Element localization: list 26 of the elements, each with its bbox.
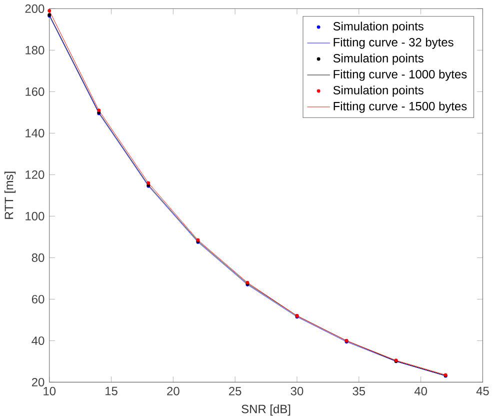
legend-label: Simulation points [333,22,424,33]
y-tick-label: 200 [25,4,44,13]
x-tick-label: 45 [476,386,489,396]
y-axis-title: RTT [ms] [4,172,16,219]
legend-label: Fitting curve - 32 bytes [334,38,454,49]
x-tick-label: 40 [414,386,427,396]
y-tick-label: 40 [32,336,44,345]
y-tick-label: 20 [32,378,44,386]
y-tick-label: 60 [32,294,44,304]
legend-label: Simulation points [333,54,424,65]
y-tick-label: 120 [26,170,44,179]
x-tick-label: 10 [44,386,56,396]
legend-label: Fitting curve - 1000 bytes [334,70,467,81]
x-tick-label: 30 [290,386,304,396]
x-tick-label: 15 [106,386,118,396]
x-tick-label: 25 [229,386,242,396]
y-tick-label: 180 [26,46,44,54]
y-tick-label: 140 [26,128,44,138]
x-tick-label: 35 [352,386,366,396]
y-tick-label: 160 [26,87,44,96]
y-tick-label: 100 [26,212,44,220]
legend-label: Simulation points [333,86,424,97]
x-tick-label: 20 [167,386,180,396]
y-tick-label: 80 [32,253,44,262]
legend-label: Fitting curve - 1500 bytes [334,102,467,113]
x-axis-title: SNR [dB] [242,404,290,416]
